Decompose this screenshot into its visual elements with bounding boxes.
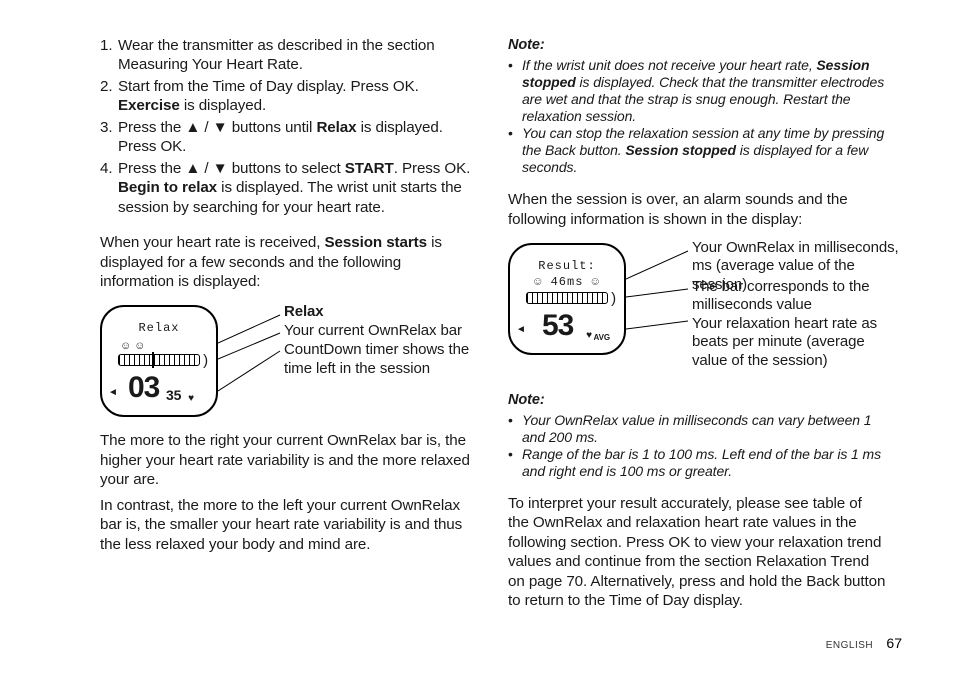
note-heading: Note: (508, 391, 886, 410)
page: Wear the transmitter as described in the… (0, 0, 954, 621)
screen-paren-icon: ) (611, 289, 616, 308)
step-2: Start from the Time of Day display. Pres… (100, 77, 478, 116)
screen-big-number: 03 (128, 369, 159, 407)
screen-title: Relax (102, 321, 216, 336)
screen-paren-icon: ) (203, 351, 208, 370)
callout-text: The bar corresponds to the milliseconds … (692, 278, 902, 315)
step-text: Wear the transmitter as described in the… (118, 37, 435, 73)
instruction-steps: Wear the transmitter as described in the… (100, 36, 478, 219)
step-4: Press the ▲ / ▼ buttons to select START.… (100, 159, 478, 217)
footer-page-number: 67 (886, 635, 902, 651)
step-text: Start from the Time of Day display. Pres… (118, 78, 419, 95)
figure-relax: Relax ☺ ☺ ) 03 35 ♥ ◄ Relax Your current… (100, 305, 478, 417)
step-text: . Press OK. (394, 160, 471, 177)
left-column: Wear the transmitter as described in the… (100, 36, 478, 611)
figure-callouts: Relax Your current OwnRelax bar CountDow… (226, 305, 476, 417)
screen-small-number: 35 (166, 387, 181, 405)
note-text: If the wrist unit does not receive your … (522, 57, 816, 73)
heart-icon: ♥ (188, 393, 194, 406)
screen-bar (118, 354, 200, 366)
page-footer: ENGLISH 67 (826, 635, 902, 653)
paragraph-interpret: To interpret your result accurately, ple… (508, 494, 886, 611)
back-triangle-icon: ◄ (108, 387, 118, 400)
screen-icons: ☺ ☺ (120, 339, 198, 353)
note-item: You can stop the relaxation session at a… (508, 125, 886, 176)
step-text: Press the ▲ / ▼ buttons until (118, 119, 316, 136)
screen-bar-pointer (152, 352, 154, 368)
step-3: Press the ▲ / ▼ buttons until Relax is d… (100, 118, 478, 157)
callout-lines-icon (626, 243, 696, 363)
heart-icon: ♥ (586, 330, 592, 343)
callout-text: Your relaxation heart rate as beats per … (692, 315, 902, 370)
step-bold: Relax (316, 119, 356, 136)
callout-text: CountDown timer shows the time left in t… (284, 341, 484, 378)
callout-text: Your current OwnRelax bar (284, 322, 484, 340)
back-triangle-icon: ◄ (516, 324, 526, 337)
screen-title: Result: (510, 259, 624, 274)
note-heading: Note: (508, 36, 886, 55)
callout-heading: Relax (284, 303, 324, 321)
figure-callouts: Your OwnRelax in milliseconds, ms (avera… (634, 243, 884, 363)
avg-label: AVG (594, 333, 610, 343)
device-screen: Result: ☺ 46ms ☺ ) 53 ♥ AVG ◄ (508, 243, 626, 355)
step-text: is displayed. (180, 97, 266, 114)
step-text: Press the ▲ / ▼ buttons to select (118, 160, 345, 177)
device-screen: Relax ☺ ☺ ) 03 35 ♥ ◄ (100, 305, 218, 417)
paragraph-bar-left: In contrast, the more to the left your c… (100, 496, 478, 554)
paragraph-bar-right: The more to the right your current OwnRe… (100, 431, 478, 489)
step-bold: START (345, 160, 394, 177)
screen-big-number: 53 (542, 307, 573, 345)
right-column: Note: If the wrist unit does not receive… (508, 36, 886, 611)
note-bold: Session stopped (625, 142, 736, 158)
step-bold: Begin to relax (118, 179, 217, 196)
note-text: Range of the bar is 1 to 100 ms. Left en… (522, 446, 881, 479)
paragraph-session-over: When the session is over, an alarm sound… (508, 190, 886, 229)
text-bold: Session starts (325, 234, 427, 251)
note-item: If the wrist unit does not receive your … (508, 57, 886, 125)
footer-language: ENGLISH (826, 640, 873, 651)
step-bold: Exercise (118, 97, 180, 114)
note-text: is displayed. Check that the transmitter… (522, 74, 884, 124)
text: When your heart rate is received, (100, 234, 325, 251)
callout-lines-icon (218, 305, 288, 417)
note-text: Your OwnRelax value in milliseconds can … (522, 412, 871, 445)
paragraph-session-starts: When your heart rate is received, Sessio… (100, 233, 478, 291)
notes-list-b: Your OwnRelax value in milliseconds can … (508, 412, 886, 480)
screen-row2: ☺ 46ms ☺ (510, 275, 624, 290)
note-item: Your OwnRelax value in milliseconds can … (508, 412, 886, 446)
screen-bar (526, 292, 608, 304)
figure-result: Result: ☺ 46ms ☺ ) 53 ♥ AVG ◄ Your OwnRe… (508, 243, 886, 363)
note-item: Range of the bar is 1 to 100 ms. Left en… (508, 446, 886, 480)
notes-list-a: If the wrist unit does not receive your … (508, 57, 886, 177)
step-1: Wear the transmitter as described in the… (100, 36, 478, 75)
